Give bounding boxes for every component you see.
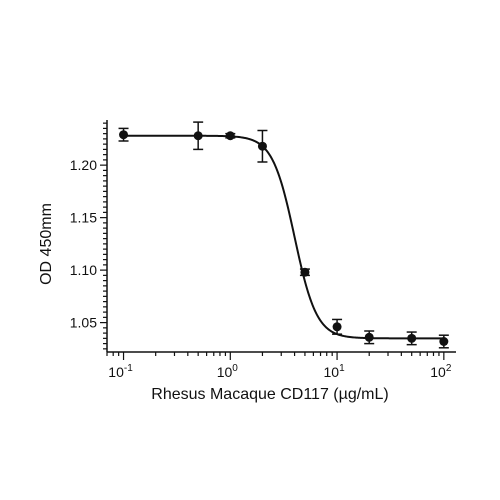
x-tick-label: 102 (430, 363, 452, 380)
y-axis-label: OD 450mm (38, 203, 55, 285)
data-point (439, 337, 449, 347)
ticks: 1.05 1.10 1.15 1.20 10-1 100 101 102 (70, 122, 452, 380)
data-point (300, 267, 310, 277)
fit-curve-line (123, 134, 444, 340)
axes (106, 120, 456, 353)
x-tick-label: 101 (323, 363, 345, 380)
data-point (257, 141, 267, 151)
fit-curve (123, 134, 444, 340)
data-points (118, 121, 449, 349)
x-tick-label: 10-1 (108, 363, 133, 380)
x-axis-label: Rhesus Macaque CD117 (µg/mL) (151, 386, 388, 403)
data-point (332, 322, 342, 332)
y-tick-label: 1.15 (70, 210, 97, 226)
y-tick-label: 1.10 (70, 262, 97, 278)
y-tick-label: 1.05 (70, 315, 97, 331)
data-point (119, 130, 129, 140)
data-point (407, 333, 417, 343)
data-point (364, 332, 374, 342)
data-point (193, 131, 203, 141)
data-point (225, 131, 235, 141)
x-tick-label: 100 (217, 363, 239, 380)
y-tick-label: 1.20 (70, 157, 97, 173)
